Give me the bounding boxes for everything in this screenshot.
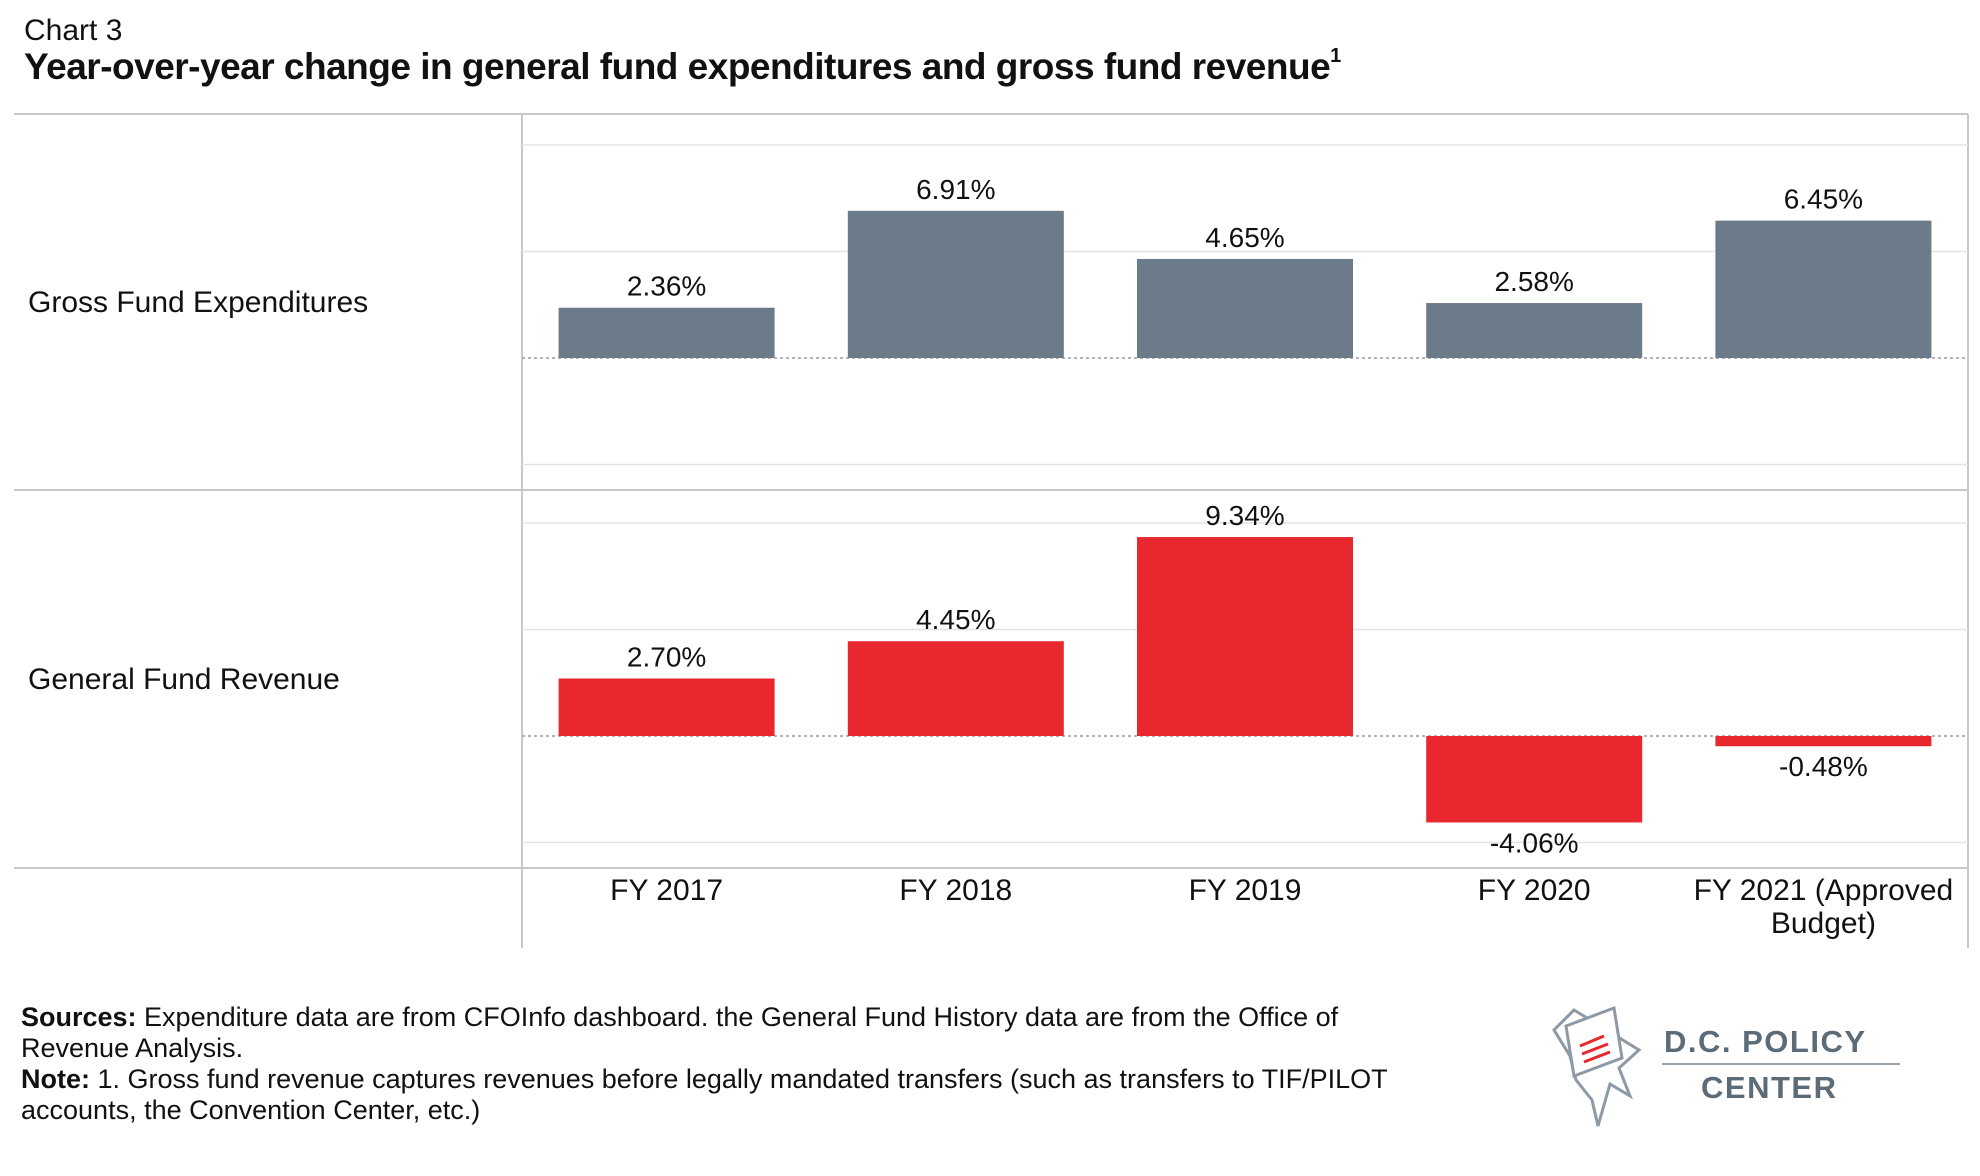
data-label: -0.48%	[1779, 751, 1868, 782]
footnotes: Sources: Expenditure data are from CFOIn…	[21, 1002, 1421, 1126]
chart-title-text: Year-over-year change in general fund ex…	[24, 46, 1331, 87]
sources-label: Sources:	[21, 1002, 137, 1032]
dc-policy-center-logo: D.C. POLICY CENTER	[1544, 1000, 1900, 1130]
chart-title: Year-over-year change in general fund ex…	[24, 44, 1341, 88]
data-label: 2.58%	[1494, 266, 1573, 297]
x-tick-label: FY 2019	[1189, 874, 1302, 907]
row-label: General Fund Revenue	[28, 663, 340, 696]
bar	[1715, 220, 1932, 358]
sources-text: Expenditure data are from CFOInfo dashbo…	[21, 1002, 1339, 1063]
data-label: -4.06%	[1490, 827, 1579, 858]
x-tick-label: FY 2020	[1478, 874, 1591, 907]
x-tick-label: Budget)	[1771, 907, 1876, 940]
bar	[1426, 303, 1643, 358]
chart-area: Gross Fund Expenditures 2.36% 6.91% 4.65% 2.…	[14, 113, 1969, 948]
note-text: 1. Gross fund revenue captures revenues …	[21, 1064, 1388, 1125]
chart-label: Chart 3	[24, 14, 123, 47]
logo-text-line2: CENTER	[1701, 1070, 1838, 1105]
bar	[847, 641, 1064, 736]
data-label: 4.45%	[916, 604, 995, 635]
x-tick-label: FY 2018	[899, 874, 1012, 907]
logo-text-line1: D.C. POLICY	[1664, 1024, 1867, 1059]
bar	[1715, 736, 1932, 747]
data-label: 4.65%	[1205, 222, 1284, 253]
bar	[1137, 258, 1353, 358]
note-label: Note:	[21, 1064, 90, 1094]
bar	[1426, 736, 1643, 823]
logo-divider	[1662, 1063, 1900, 1065]
title-footnote-marker: 1	[1330, 44, 1341, 67]
data-label: 2.70%	[627, 641, 706, 672]
data-label: 6.91%	[916, 174, 995, 205]
bar	[558, 307, 775, 358]
data-label: 2.36%	[627, 271, 706, 302]
bar	[847, 210, 1064, 358]
dc-map-document-icon	[1552, 1005, 1642, 1127]
bar	[558, 678, 775, 736]
data-label: 6.45%	[1784, 184, 1863, 215]
bar	[1137, 537, 1353, 736]
data-label: 9.34%	[1205, 500, 1284, 531]
x-tick-label: FY 2021 (Approved	[1694, 874, 1954, 907]
sources-note: Sources: Expenditure data are from CFOIn…	[21, 1002, 1421, 1064]
x-tick-label: FY 2017	[610, 874, 723, 907]
general-note: Note: 1. Gross fund revenue captures rev…	[21, 1064, 1421, 1126]
row-label: Gross Fund Expenditures	[28, 286, 368, 319]
